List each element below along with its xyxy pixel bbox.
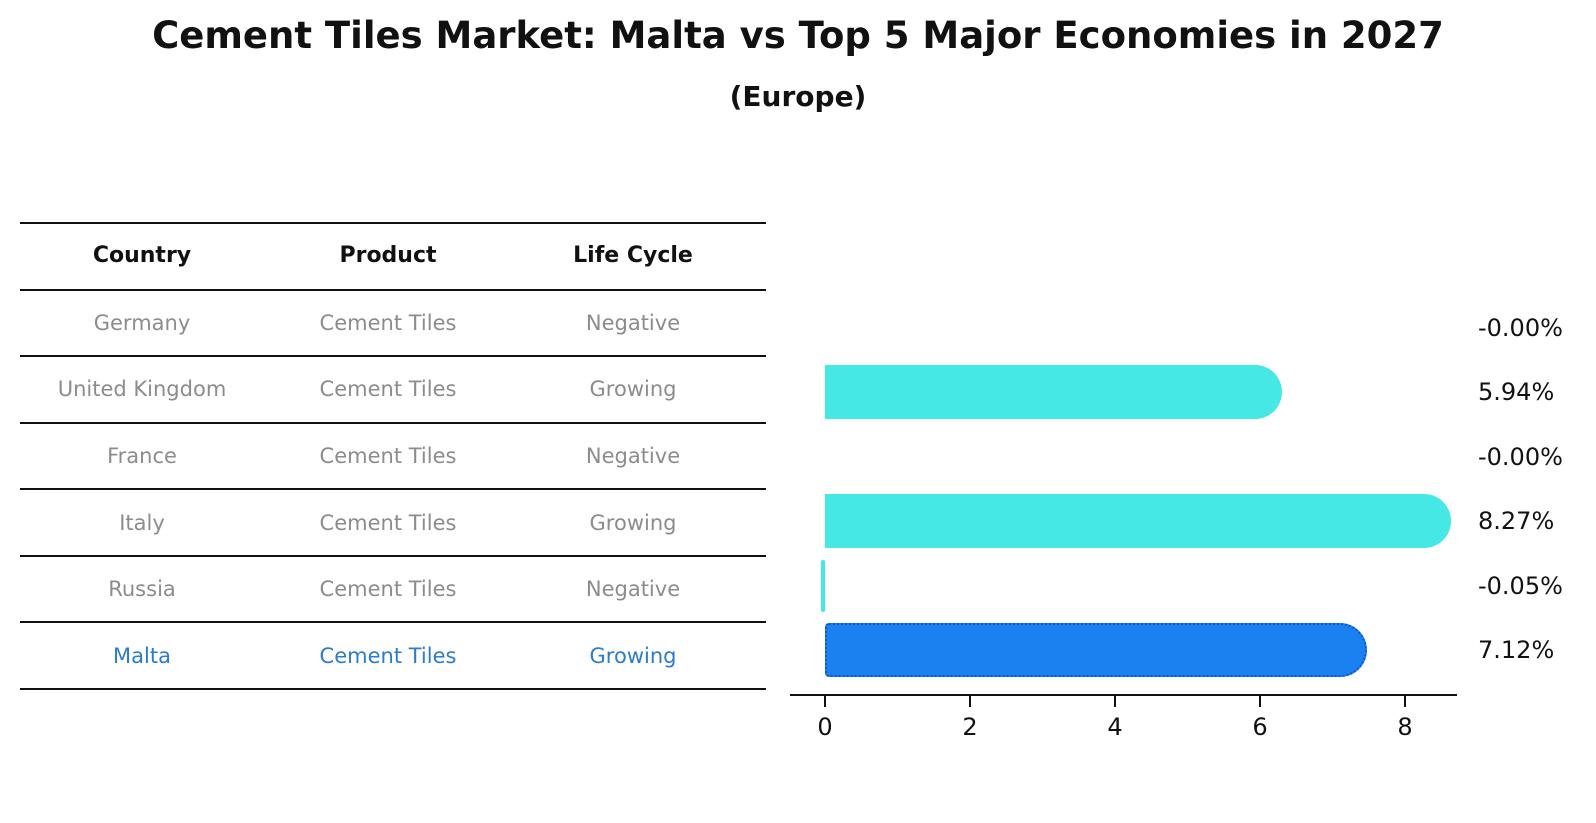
table-cell-country: Russia — [108, 577, 176, 602]
x-tick-label: 8 — [1397, 713, 1413, 741]
table-rule — [20, 554, 766, 557]
table-cell-country: Germany — [93, 310, 191, 335]
table-rule — [20, 488, 766, 491]
table-rule — [20, 421, 766, 424]
table-cell-product: Cement Tiles — [319, 377, 457, 402]
table-cell-life_cycle: Growing — [589, 377, 677, 402]
column-header-life-cycle: Life Cycle — [573, 243, 693, 268]
x-tick-label: 2 — [962, 713, 978, 741]
x-tick-mark — [1114, 695, 1116, 707]
bar-value-label: 5.94% — [1478, 378, 1555, 406]
x-tick-mark — [824, 695, 826, 707]
column-header-product: Product — [339, 243, 437, 268]
bar-united-kingdom — [825, 365, 1282, 419]
x-tick-label: 0 — [817, 713, 833, 741]
table-cell-life_cycle: Negative — [585, 577, 681, 602]
bar-value-label: -0.00% — [1478, 442, 1563, 471]
table-rule — [20, 222, 766, 224]
x-axis-line — [790, 694, 1457, 696]
bar-italy — [825, 494, 1451, 548]
table-rule — [20, 288, 766, 291]
table-cell-product: Cement Tiles — [319, 577, 457, 602]
table-rule — [20, 355, 766, 358]
table-cell-life_cycle: Growing — [589, 643, 677, 668]
table-rule — [20, 621, 766, 624]
table-cell-product: Cement Tiles — [319, 643, 457, 668]
bar-value-label: 8.27% — [1478, 507, 1555, 535]
bar-malta — [825, 623, 1367, 677]
bar-value-label: 7.12% — [1478, 636, 1555, 664]
x-tick-label: 6 — [1252, 713, 1268, 741]
table-cell-life_cycle: Negative — [585, 444, 681, 468]
table-rule — [20, 688, 766, 690]
table-cell-country: Italy — [119, 510, 165, 535]
table-cell-product: Cement Tiles — [319, 510, 457, 535]
column-header-country: Country — [92, 243, 192, 268]
table-cell-product: Cement Tiles — [319, 444, 457, 468]
table-cell-life_cycle: Negative — [585, 310, 681, 335]
table-cell-country: Malta — [113, 643, 171, 668]
x-tick-label: 4 — [1107, 713, 1123, 741]
table-cell-country: United Kingdom — [57, 377, 227, 402]
table-cell-product: Cement Tiles — [319, 310, 457, 335]
bar-russia — [821, 559, 825, 612]
x-tick-mark — [1404, 695, 1406, 707]
bar-value-label: -0.05% — [1478, 571, 1563, 600]
table-cell-life_cycle: Growing — [589, 510, 677, 535]
page-title: Cement Tiles Market: Malta vs Top 5 Majo… — [152, 14, 1444, 57]
bar-value-label: -0.00% — [1478, 313, 1563, 342]
table-cell-country: France — [107, 444, 177, 468]
x-tick-mark — [1259, 695, 1261, 707]
page-subtitle: (Europe) — [729, 80, 867, 113]
x-tick-mark — [969, 695, 971, 707]
